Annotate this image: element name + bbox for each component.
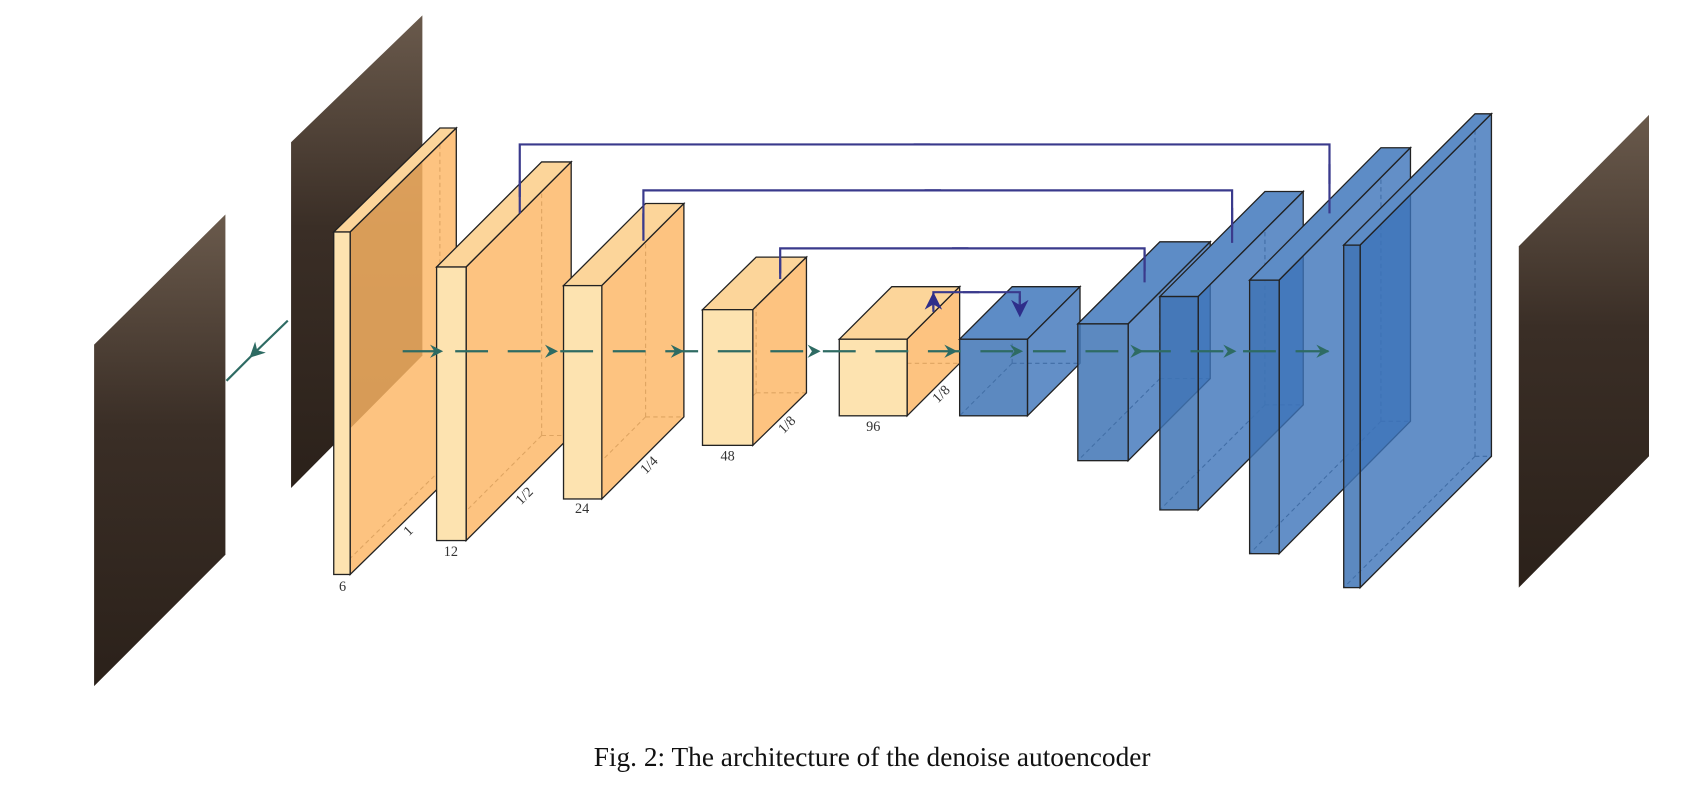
- arrowhead: [944, 344, 958, 358]
- flow-arrows: [225, 319, 1346, 382]
- arrowhead: [1316, 344, 1330, 358]
- layer-block: [1342, 112, 1494, 590]
- skip: [642, 189, 1234, 243]
- channels: 6: [339, 579, 346, 595]
- flow-arrowheads: [430, 344, 1330, 358]
- arrowhead: [1130, 344, 1144, 358]
- front-face: [435, 266, 467, 542]
- arrow: [249, 319, 289, 358]
- channels: 24: [575, 501, 589, 517]
- channels: 96: [866, 419, 880, 435]
- arrowhead: [807, 344, 821, 358]
- front-face: [333, 231, 351, 576]
- skip: [518, 143, 1331, 214]
- output-image: [1518, 114, 1650, 588]
- skip-up: [518, 180, 934, 309]
- front-face: [1343, 244, 1361, 589]
- arrowhead: [670, 344, 684, 358]
- arrowhead: [430, 344, 444, 358]
- front-face: [1248, 279, 1280, 555]
- front-face: [1077, 323, 1129, 462]
- skip-connections: [518, 143, 1331, 311]
- scale: 1: [400, 523, 416, 539]
- front-face: [1159, 295, 1199, 511]
- channels: 48: [721, 449, 735, 465]
- arrowhead: [1223, 344, 1237, 358]
- skip-heads: [913, 143, 1331, 308]
- channels: 12: [444, 544, 458, 560]
- arrowhead: [544, 344, 559, 358]
- caption: Fig. 2: The architecture of the denoise …: [594, 742, 1151, 772]
- front-face: [701, 309, 754, 447]
- input-image: [94, 214, 226, 687]
- skip: [779, 247, 1146, 283]
- arrow: [225, 354, 253, 382]
- arrowhead: [1009, 344, 1024, 358]
- front-face: [562, 284, 603, 500]
